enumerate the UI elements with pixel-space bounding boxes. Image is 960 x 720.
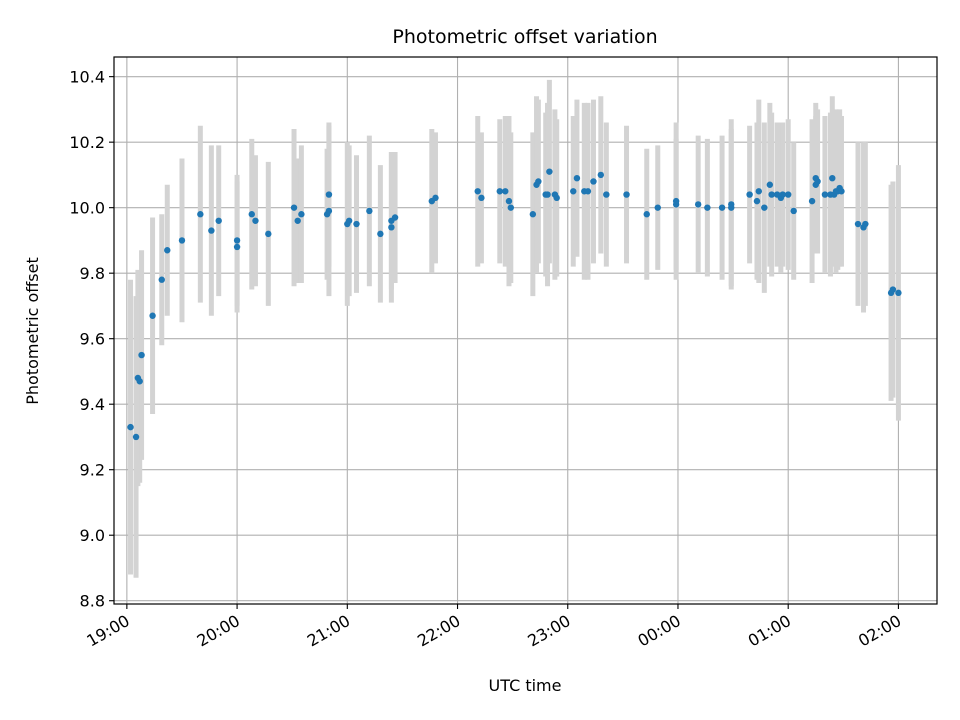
data-point <box>889 286 897 293</box>
data-point <box>694 201 702 208</box>
data-point <box>573 174 581 182</box>
data-point <box>294 217 301 224</box>
data-point <box>496 188 503 195</box>
data-point <box>366 207 373 215</box>
data-point <box>784 191 792 198</box>
data-point <box>507 204 515 211</box>
y-tick-label: 9.4 <box>80 395 105 414</box>
data-point <box>353 220 360 228</box>
data-point <box>544 191 551 198</box>
data-point <box>728 201 735 208</box>
data-point <box>779 191 786 198</box>
y-axis-title: Photometric offset <box>23 257 42 405</box>
data-point <box>505 197 513 205</box>
data-point <box>838 188 845 195</box>
data-point <box>127 423 134 431</box>
data-point <box>746 191 753 198</box>
data-point <box>654 204 661 211</box>
data-point <box>233 243 241 251</box>
data-point <box>704 204 711 211</box>
data-point <box>132 433 140 441</box>
data-point <box>854 220 862 228</box>
data-point <box>164 247 171 254</box>
data-point <box>535 178 542 185</box>
data-point <box>138 351 145 359</box>
data-point <box>546 168 553 175</box>
data-point <box>553 194 560 202</box>
data-point <box>233 237 241 244</box>
data-point <box>377 230 384 238</box>
data-point <box>790 207 797 215</box>
data-point <box>136 378 143 385</box>
data-point <box>290 204 298 211</box>
chart-title: Photometric offset variation <box>392 26 657 48</box>
data-point <box>597 171 605 179</box>
y-tick-label: 8.8 <box>80 592 105 611</box>
data-point <box>584 188 592 195</box>
data-point <box>761 204 768 211</box>
data-point <box>298 211 305 218</box>
data-point <box>345 217 353 224</box>
data-points <box>127 168 902 441</box>
y-tick-label: 10.4 <box>69 68 105 87</box>
data-point <box>474 188 481 195</box>
data-point <box>215 217 222 224</box>
data-point <box>248 211 255 218</box>
data-point <box>529 211 537 218</box>
y-tick-label: 9.0 <box>80 526 105 545</box>
data-point <box>391 214 399 221</box>
data-point <box>766 181 774 188</box>
data-point <box>252 217 259 224</box>
data-point <box>643 211 650 218</box>
data-point <box>808 197 816 205</box>
data-point <box>158 276 165 283</box>
data-point <box>432 194 439 202</box>
data-point <box>325 191 333 198</box>
plot-frame <box>113 56 938 605</box>
data-point <box>821 191 829 198</box>
data-point <box>862 220 869 228</box>
data-point <box>478 194 485 202</box>
data-point <box>502 188 509 195</box>
data-point <box>603 191 610 198</box>
data-point <box>590 178 597 185</box>
y-tick-label: 10.0 <box>69 199 105 218</box>
y-tick-label: 9.2 <box>80 461 105 480</box>
data-point <box>895 289 902 297</box>
y-tick-label: 9.6 <box>80 330 105 349</box>
data-point <box>623 191 630 198</box>
data-point <box>149 312 156 319</box>
x-axis-title: UTC time <box>489 676 562 695</box>
data-point <box>829 174 836 182</box>
data-point <box>208 227 215 234</box>
data-point <box>718 204 726 211</box>
data-point <box>768 191 775 198</box>
data-point <box>672 197 680 205</box>
y-axis: 8.8 9.0 9.2 9.4 9.6 9.8 10.0 10.2 10.4 <box>69 68 114 611</box>
data-point <box>325 207 333 215</box>
data-point <box>178 237 186 244</box>
data-point <box>197 211 204 218</box>
data-point <box>570 188 577 195</box>
data-point <box>755 188 763 195</box>
y-tick-label: 9.8 <box>80 264 105 283</box>
data-point <box>388 224 395 231</box>
y-tick-label: 10.2 <box>69 133 105 152</box>
data-point <box>753 197 761 205</box>
data-point <box>814 178 821 185</box>
data-point <box>265 230 272 238</box>
